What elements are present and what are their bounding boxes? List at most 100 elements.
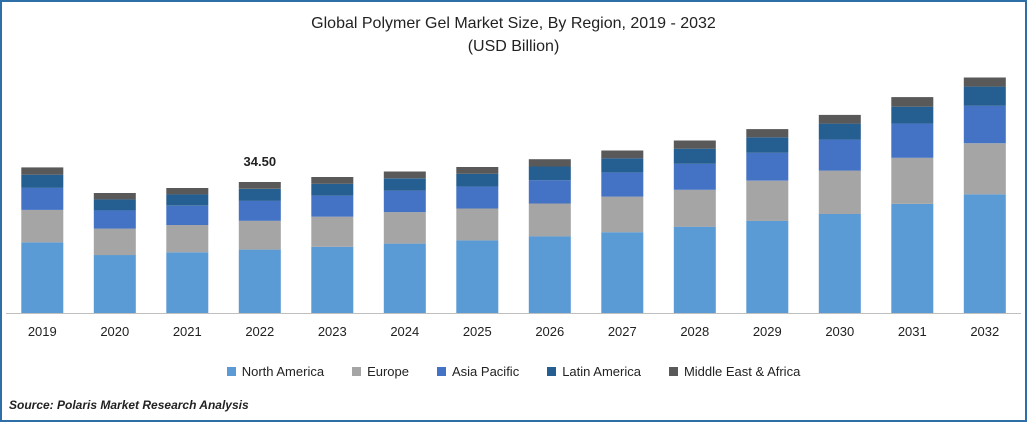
data-label-2022: 34.50 [244,154,277,169]
bar-segment-latin-america-2027 [601,158,644,173]
x-tick-label-2022: 2022 [245,324,274,339]
bar-segment-north-america-2025 [456,240,499,313]
bar-segment-middle-east-africa-2031 [891,97,934,107]
legend-label-asia-pacific: Asia Pacific [452,364,520,379]
bar-segment-middle-east-africa-2022 [238,182,281,189]
chart-subtitle: (USD Billion) [467,38,560,55]
bar-segment-europe-2019 [21,209,64,243]
bar-segment-asia-pacific-2022 [238,200,281,221]
bar-segment-asia-pacific-2021 [166,205,209,225]
bar-segment-north-america-2023 [311,246,354,313]
chart-title: Global Polymer Gel Market Size, By Regio… [311,15,716,32]
bar-segment-asia-pacific-2029 [746,152,789,181]
x-tick-label-2019: 2019 [28,324,57,339]
bar-segment-middle-east-africa-2025 [456,167,499,174]
bar-segment-latin-america-2032 [963,86,1006,106]
bar-segment-north-america-2021 [166,252,209,313]
legend-label-europe: Europe [367,364,409,379]
bar-segment-north-america-2029 [746,220,789,313]
legend-label-north-america: North America [241,364,325,379]
bar-segment-north-america-2019 [21,242,64,313]
bar-segment-latin-america-2029 [746,137,789,153]
bar-segment-europe-2030 [818,170,861,214]
bar-segment-europe-2032 [963,143,1006,195]
bar-segment-europe-2023 [311,216,354,247]
x-tick-label-2023: 2023 [318,324,347,339]
bar-segment-latin-america-2025 [456,173,499,187]
bar-segment-north-america-2020 [93,255,136,313]
bar-segment-europe-2028 [673,189,716,227]
bar-segment-asia-pacific-2028 [673,163,716,190]
bar-segment-latin-america-2028 [673,148,716,164]
bar-segment-middle-east-africa-2027 [601,150,644,159]
legend-swatch-middle-east-africa [668,367,678,376]
bar-segment-north-america-2024 [383,243,426,313]
bar-segment-middle-east-africa-2032 [963,77,1006,87]
bar-segment-europe-2025 [456,208,499,241]
bar-segment-middle-east-africa-2019 [21,167,64,175]
bar-segment-asia-pacific-2024 [383,190,426,213]
legend-item-middle-east-africa: Middle East & Africa [668,364,801,379]
bar-segment-europe-2026 [528,203,571,237]
legend-item-north-america: North America [226,364,325,379]
x-tick-label-2026: 2026 [535,324,564,339]
bar-segment-europe-2024 [383,212,426,244]
legend-label-latin-america: Latin America [562,364,641,379]
bar-segment-latin-america-2021 [166,194,209,206]
bar-segment-middle-east-africa-2023 [311,177,354,184]
bar-segment-north-america-2027 [601,232,644,313]
x-tick-label-2032: 2032 [970,324,999,339]
bar-segment-europe-2027 [601,196,644,233]
bar-segment-north-america-2028 [673,226,716,313]
legend-item-asia-pacific: Asia Pacific [437,364,519,379]
bar-segment-north-america-2030 [818,214,861,313]
bar-segment-latin-america-2019 [21,174,64,188]
bar-segment-latin-america-2026 [528,166,571,181]
bar-segment-asia-pacific-2031 [891,123,934,158]
legend-item-europe: Europe [352,364,409,379]
bar-segment-europe-2022 [238,220,281,250]
bar-segment-north-america-2022 [238,249,281,313]
bar-segment-asia-pacific-2030 [818,139,861,171]
bar-segment-latin-america-2031 [891,106,934,124]
bar-segment-asia-pacific-2023 [311,195,354,217]
source-note: Source: Polaris Market Research Analysis [9,398,249,412]
bar-segment-europe-2029 [746,180,789,221]
bar-segment-asia-pacific-2020 [93,210,136,229]
bar-segment-middle-east-africa-2030 [818,114,861,124]
legend-swatch-latin-america [547,367,557,376]
legend-item-latin-america: Latin America [547,364,641,379]
bar-segment-north-america-2031 [891,203,934,313]
bar-segment-asia-pacific-2027 [601,172,644,197]
bar-segment-asia-pacific-2019 [21,188,64,210]
bar-segment-latin-america-2020 [93,199,136,211]
x-tick-label-2031: 2031 [898,324,927,339]
bar-segment-middle-east-africa-2029 [746,129,789,138]
legend-swatch-asia-pacific [437,367,446,376]
x-tick-label-2020: 2020 [100,324,129,339]
bar-segment-north-america-2026 [528,236,571,313]
bar-segment-asia-pacific-2026 [528,180,571,204]
bar-segment-asia-pacific-2032 [963,105,1006,144]
bar-segment-latin-america-2024 [383,178,426,191]
bar-segment-middle-east-africa-2028 [673,140,716,149]
chart-legend: North America Europe Asia Pacific Latin Ame… [0,364,1027,379]
bar-segment-latin-america-2030 [818,123,861,140]
bar-segment-latin-america-2022 [238,188,281,201]
legend-label-middle-east-africa: Middle East & Africa [683,364,801,379]
x-tick-label-2027: 2027 [608,324,637,339]
bar-segment-middle-east-africa-2024 [383,171,426,179]
bar-segment-asia-pacific-2025 [456,186,499,209]
x-tick-label-2029: 2029 [753,324,782,339]
bar-segment-middle-east-africa-2020 [93,193,136,200]
x-tick-label-2021: 2021 [173,324,202,339]
bar-segment-europe-2031 [891,157,934,204]
bar-segment-europe-2021 [166,224,209,253]
bar-segment-north-america-2032 [963,194,1006,313]
bar-segment-middle-east-africa-2026 [528,159,571,167]
x-tick-label-2030: 2030 [825,324,854,339]
x-tick-label-2025: 2025 [463,324,492,339]
bar-segment-europe-2020 [93,228,136,256]
bar-segment-middle-east-africa-2021 [166,188,209,195]
